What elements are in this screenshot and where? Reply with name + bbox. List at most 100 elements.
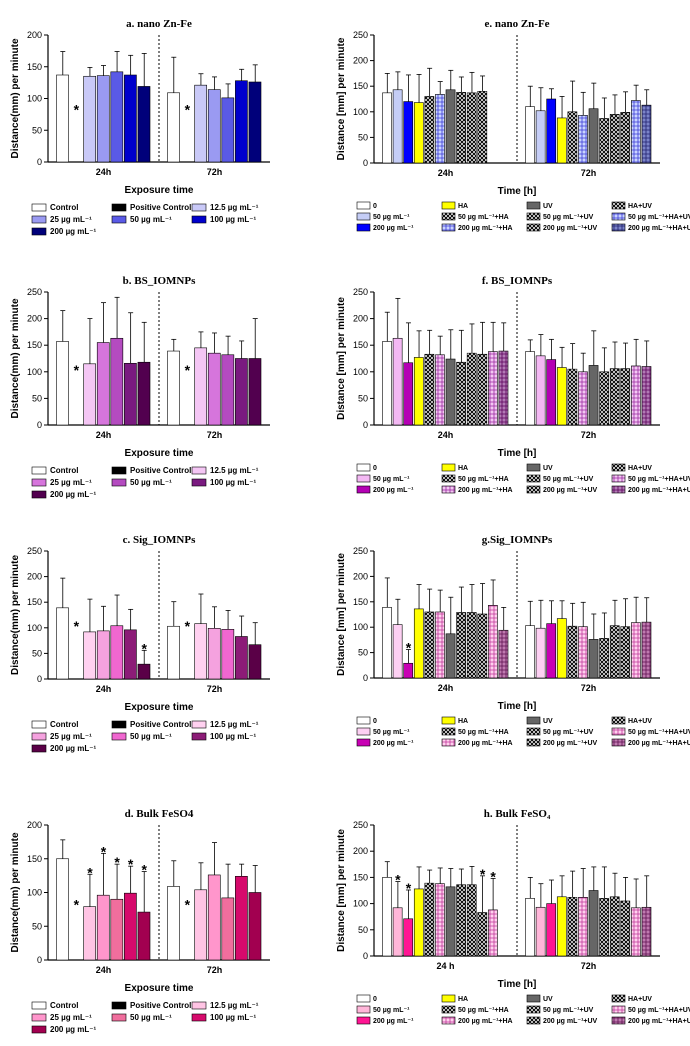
right-1-legend-swatch <box>526 474 541 483</box>
right-0-legend-label: 50 µg mL⁻¹ <box>373 214 410 221</box>
left-0-legend-label: 50 µg mL⁻¹ <box>130 215 172 224</box>
left-3-significance-star: * <box>101 843 107 859</box>
right-1-legend-label: 200 µg mL⁻¹+HA+UV <box>628 487 690 494</box>
right-2-bar <box>477 613 488 679</box>
left-2-legend-swatch <box>111 720 127 729</box>
left-2-group-label: 24h <box>96 684 112 694</box>
right-1-legend-label: 0 <box>373 465 377 472</box>
right-2-legend-swatch <box>611 727 626 736</box>
right-1-bar <box>477 353 488 426</box>
right-0-bar <box>620 112 631 164</box>
right-1-legend-label: 50 µg mL⁻¹+HA+UV <box>628 476 690 483</box>
left-1-legend-label: 25 µg mL⁻¹ <box>50 478 92 487</box>
right-3-legend-label: 200 µg mL⁻¹+HA+UV <box>628 1018 690 1025</box>
right-1-bar <box>403 362 414 426</box>
right-2-title: g.Sig_IOMNPs <box>482 534 553 546</box>
right-1-legend-swatch <box>526 485 541 494</box>
left-3-legend-label: 12.5 µg mL⁻¹ <box>210 1001 259 1010</box>
left-1-legend-label: 12.5 µg mL⁻¹ <box>210 466 259 475</box>
right-3-bar <box>424 882 435 957</box>
left-1-bar <box>194 347 208 426</box>
right-2-y-label: Distance [mm] per minute <box>336 553 347 676</box>
right-3-legend-swatch <box>611 1005 626 1014</box>
left-2-legend-label: 12.5 µg mL⁻¹ <box>210 720 259 729</box>
right-2-bar <box>588 639 599 679</box>
right-2-legend-swatch <box>356 738 371 747</box>
left-0-legend-swatch <box>111 203 127 212</box>
right-2-bar <box>382 607 392 679</box>
left-2-y-tick-label: 100 <box>27 623 42 633</box>
left-1-bar <box>110 337 124 426</box>
right-2-bar <box>498 629 509 679</box>
left-3-bar <box>235 875 248 961</box>
right-0-bar <box>435 94 445 164</box>
right-3-bar <box>599 898 609 957</box>
left-2-bar <box>110 625 124 680</box>
right-2-bar <box>556 618 567 679</box>
left-2-bar <box>207 628 221 680</box>
right-3-group-label: 72h <box>581 961 597 971</box>
right-2-legend-label: 200 µg mL⁻¹+UV <box>543 740 598 747</box>
left-2-x-label: Exposure time <box>125 702 194 713</box>
left-3-bar <box>194 889 208 961</box>
right-2-y-tick-label: 100 <box>353 622 368 632</box>
left-3-bar <box>110 898 124 961</box>
right-2-bar <box>535 627 546 679</box>
left-2-y-tick-label: 0 <box>37 674 42 684</box>
left-2-legend-label: 100 µg mL⁻¹ <box>210 732 257 741</box>
left-1-group-label: 72h <box>207 430 223 440</box>
left-1-y-label: Distance(mm) per minute <box>10 298 21 418</box>
right-2-chart: g.Sig_IOMNPs 0 50 100 150 200 250 Distance [mm]… <box>336 534 660 712</box>
right-1-bar <box>525 351 535 426</box>
left-3-bar <box>167 886 180 961</box>
right-1-legend-swatch <box>356 463 371 472</box>
right-1-bar <box>631 365 641 426</box>
right-3-significance-star: * <box>395 872 401 888</box>
right-0-y-tick-label: 50 <box>358 132 368 142</box>
left-2-legend-swatch <box>191 720 207 729</box>
right-0-legend-label: 50 µg mL⁻¹+HA+UV <box>628 214 690 221</box>
left-3-bar <box>83 906 97 961</box>
left-3-bar <box>124 892 137 961</box>
left-0-significance-star: * <box>185 102 191 118</box>
right-3-bar <box>382 877 392 957</box>
right-2-significance-star: * <box>406 640 412 656</box>
left-1-legend: Control Positive Control 12.5 µg mL⁻¹ 25 µg… <box>31 466 259 499</box>
right-2-group-label: 24h <box>438 683 454 693</box>
left-0-y-tick-label: 50 <box>32 125 42 135</box>
right-2-bar <box>435 611 445 679</box>
right-3-bar <box>525 898 535 957</box>
right-0-legend-swatch <box>611 223 626 232</box>
left-2-y-tick-label: 200 <box>27 572 42 582</box>
right-1-bar <box>413 357 424 426</box>
right-3-bar <box>477 912 488 957</box>
left-3-y-tick-label: 50 <box>32 921 42 931</box>
left-3-group-label: 24h <box>96 965 112 975</box>
right-3-bar <box>413 888 424 957</box>
left-1-y-tick-label: 0 <box>37 420 42 430</box>
right-2-legend-label: 50 µg mL⁻¹+HA <box>458 729 509 736</box>
left-1-legend-swatch <box>111 478 127 487</box>
right-2-bar <box>466 612 477 679</box>
right-2-legend-swatch <box>356 716 371 725</box>
left-1-y-tick-label: 250 <box>27 287 42 297</box>
right-3-legend-label: HA <box>458 996 468 1003</box>
right-0-bar <box>466 92 477 164</box>
right-1-legend-swatch <box>441 463 456 472</box>
right-3-significance-star: * <box>480 866 486 882</box>
right-0-chart: e. nano Zn-Fe 0 50 100 150 200 250 Distance [mm… <box>336 18 660 197</box>
left-1-legend-swatch <box>191 466 207 475</box>
left-0-bar <box>96 75 110 163</box>
left-0-group-label: 72h <box>207 167 223 177</box>
left-0-bar <box>110 71 124 163</box>
left-3-significance-star: * <box>114 854 120 870</box>
right-2-bar <box>488 605 498 679</box>
right-1-y-tick-label: 200 <box>353 314 368 324</box>
right-3-bar <box>578 897 588 957</box>
right-1-bar <box>609 368 620 426</box>
right-3-legend-label: 50 µg mL⁻¹ <box>373 1007 410 1014</box>
right-3-group-label: 24 h <box>436 961 454 971</box>
right-1-y-label: Distance [mm] per minute <box>336 297 347 420</box>
left-0-legend-label: Control <box>50 203 78 212</box>
